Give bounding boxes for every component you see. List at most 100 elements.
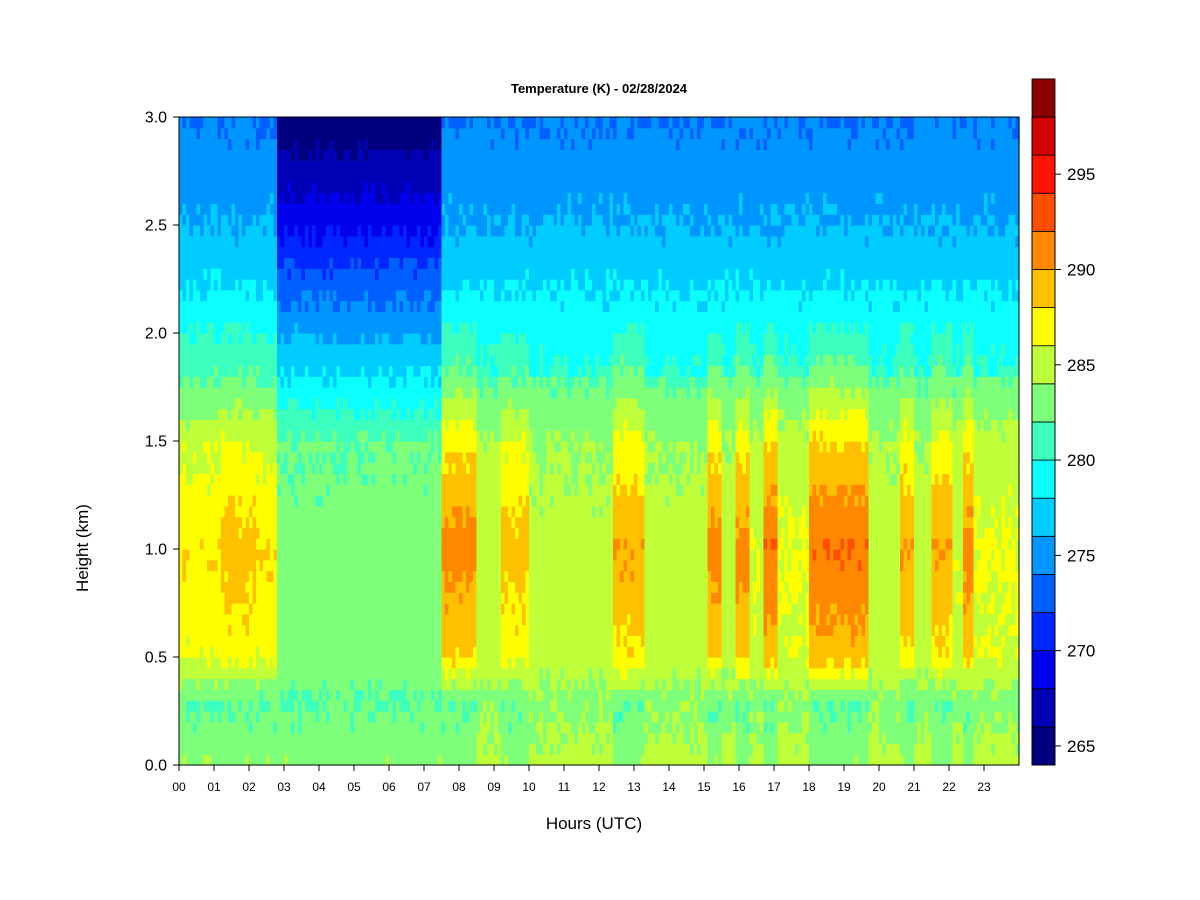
heatmap-cell	[259, 149, 264, 161]
heatmap-cell	[420, 711, 425, 723]
heatmap-cell	[385, 279, 390, 291]
heatmap-cell	[371, 127, 376, 140]
heatmap-cell	[284, 484, 289, 496]
heatmap-cell	[448, 343, 453, 356]
heatmap-cell	[242, 138, 247, 150]
heatmap-cell	[406, 289, 411, 302]
heatmap-cell	[459, 289, 464, 302]
heatmap-cell	[431, 354, 436, 366]
heatmap-cell	[189, 549, 194, 561]
heatmap-cell	[189, 667, 194, 680]
heatmap-cell	[266, 549, 271, 561]
heatmap-cell	[221, 657, 226, 669]
heatmap-cell	[410, 711, 415, 723]
heatmap-cell	[182, 149, 187, 161]
heatmap-cell	[277, 484, 282, 496]
heatmap-cell	[389, 214, 394, 226]
heatmap-cell	[231, 235, 236, 248]
heatmap-cell	[438, 538, 443, 550]
heatmap-cell	[371, 203, 376, 215]
heatmap-cell	[287, 441, 292, 453]
heatmap-cell	[399, 225, 404, 237]
heatmap-cell	[298, 462, 303, 474]
heatmap-cell	[438, 127, 443, 140]
heatmap-cell	[406, 657, 411, 669]
heatmap-cell	[273, 549, 278, 561]
heatmap-cell	[179, 343, 184, 356]
heatmap-cell	[273, 430, 278, 442]
heatmap-cell	[392, 743, 397, 755]
heatmap-cell	[182, 549, 187, 561]
heatmap-cell	[406, 311, 411, 323]
heatmap-cell	[259, 225, 264, 237]
heatmap-cell	[294, 149, 299, 161]
heatmap-cell	[231, 624, 236, 636]
heatmap-cell	[266, 559, 271, 572]
heatmap-cell	[364, 192, 369, 204]
heatmap-cell	[259, 214, 264, 226]
heatmap-cell	[259, 333, 264, 345]
heatmap-cell	[263, 732, 268, 744]
heatmap-cell	[459, 678, 464, 690]
heatmap-cell	[413, 678, 418, 690]
heatmap-cell	[382, 246, 387, 258]
heatmap-cell	[186, 333, 191, 345]
heatmap-cell	[333, 322, 338, 334]
heatmap-cell	[399, 333, 404, 345]
heatmap-cell	[305, 516, 310, 528]
heatmap-cell	[448, 181, 453, 194]
heatmap-cell	[186, 657, 191, 669]
heatmap-cell	[452, 667, 457, 680]
heatmap-cell	[347, 743, 352, 755]
heatmap-cell	[182, 160, 187, 172]
heatmap-cell	[322, 235, 327, 248]
heatmap-cell	[329, 667, 334, 680]
heatmap-cell	[382, 387, 387, 399]
heatmap-cell	[406, 354, 411, 366]
heatmap-cell	[256, 408, 261, 420]
heatmap-cell	[364, 700, 369, 712]
heatmap-cell	[298, 549, 303, 561]
heatmap-cell	[238, 117, 243, 129]
heatmap-cell	[179, 505, 184, 518]
heatmap-cell	[182, 527, 187, 539]
heatmap-cell	[210, 246, 215, 258]
heatmap-cell	[410, 603, 415, 615]
heatmap-cell	[322, 721, 327, 734]
heatmap-cell	[224, 570, 229, 582]
heatmap-cell	[445, 516, 450, 528]
heatmap-cell	[347, 268, 352, 280]
heatmap-cell	[413, 613, 418, 626]
heatmap-cell	[364, 160, 369, 172]
heatmap-cell	[462, 408, 467, 420]
heatmap-cell	[270, 581, 275, 593]
heatmap-cell	[455, 354, 460, 366]
heatmap-cell	[319, 257, 324, 269]
heatmap-cell	[319, 430, 324, 442]
heatmap-cell	[298, 279, 303, 291]
heatmap-cell	[441, 171, 446, 183]
heatmap-cell	[224, 613, 229, 626]
heatmap-cell	[305, 613, 310, 626]
heatmap-cell	[403, 246, 408, 258]
heatmap-cell	[221, 257, 226, 269]
heatmap-cell	[406, 505, 411, 518]
heatmap-cell	[343, 441, 348, 453]
heatmap-cell	[305, 711, 310, 723]
heatmap-cell	[452, 441, 457, 453]
heatmap-cell	[389, 138, 394, 150]
heatmap-cell	[438, 451, 443, 464]
heatmap-cell	[228, 246, 233, 258]
heatmap-cell	[389, 527, 394, 539]
heatmap-cell	[210, 225, 215, 237]
heatmap-cell	[217, 138, 222, 150]
heatmap-cell	[287, 743, 292, 755]
heatmap-cell	[452, 559, 457, 572]
heatmap-cell	[221, 430, 226, 442]
heatmap-cell	[263, 743, 268, 755]
heatmap-cell	[445, 408, 450, 420]
heatmap-cell	[266, 397, 271, 410]
heatmap-cell	[406, 257, 411, 269]
heatmap-cell	[182, 333, 187, 345]
heatmap-cell	[452, 635, 457, 647]
